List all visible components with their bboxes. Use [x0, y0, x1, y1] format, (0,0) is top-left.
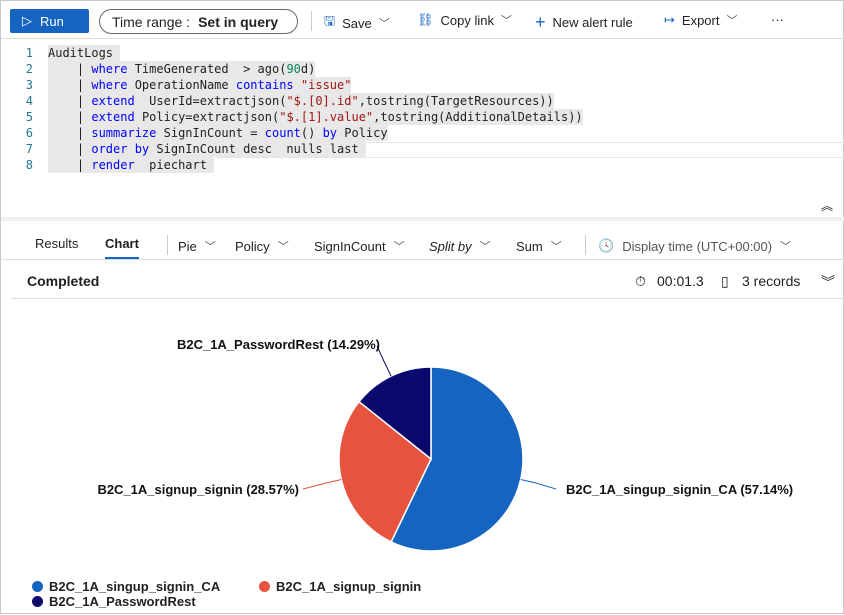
legend-swatch [259, 581, 270, 592]
clock-icon: 🕓 [598, 238, 615, 253]
code-line: AuditLogs [48, 45, 121, 61]
chevron-down-icon: ﹀ [550, 241, 562, 253]
leader-line [376, 345, 392, 377]
chevron-down-icon: ﹀ [277, 241, 289, 253]
chevron-down-icon: ﹀ [500, 15, 512, 27]
code-line: | summarize SignInCount = count() by Pol… [48, 125, 388, 141]
pie-chart-area: B2C_1A_singup_signin_CA (57.14%) B2C_1A_s… [1, 301, 844, 615]
code-line: | extend UserId=extractjson("$.[0].id",t… [48, 93, 554, 109]
data-label: B2C_1A_singup_signin_CA (57.14%) [566, 482, 793, 497]
current-line-highlight [216, 142, 844, 158]
display-time-dropdown[interactable]: 🕓 Display time (UTC+00:00) ﹀ [598, 238, 792, 254]
results-tabs: Results Chart Pie ﹀ Policy ﹀ SignInCount ﹀ … [1, 229, 844, 260]
chevron-down-icon: ﹀ [378, 18, 390, 30]
save-icon: 🖫 [324, 13, 336, 28]
line-number: 3 [25, 78, 33, 92]
pie-chart: B2C_1A_singup_signin_CA (57.14%) B2C_1A_s… [97, 337, 793, 552]
expand-icon[interactable]: ︾ [821, 274, 835, 290]
tab-chart[interactable]: Chart [105, 236, 139, 259]
link-icon: ⛓ [417, 12, 434, 27]
export-button[interactable]: ↦ Export ﹀ [664, 12, 738, 28]
stopwatch-icon: ⏱ [635, 273, 646, 289]
chevron-down-icon: ﹀ [780, 241, 792, 253]
status-text: Completed [27, 273, 100, 289]
code-line: | where TimeGenerated > ago(90d) [48, 61, 316, 77]
line-number: 8 [25, 158, 33, 172]
more-button[interactable]: ··· [771, 12, 784, 27]
legend-swatch [32, 596, 43, 607]
leader-line [302, 479, 342, 490]
legend-item[interactable]: B2C_1A_PasswordRest [32, 594, 196, 609]
chart-type-dropdown[interactable]: Pie ﹀ [178, 238, 216, 254]
line-number: 4 [25, 94, 33, 108]
divider [167, 235, 168, 255]
records-count: 3 records [742, 273, 801, 289]
y-column-dropdown[interactable]: SignInCount ﹀ [314, 238, 405, 254]
code-line: | render piechart [48, 157, 215, 173]
divider [585, 235, 586, 255]
data-label: B2C_1A_signup_signin (28.57%) [97, 482, 299, 497]
aggregation-dropdown[interactable]: Sum ﹀ [516, 238, 562, 254]
split-by-dropdown[interactable]: Split by ﹀ [429, 238, 491, 254]
time-range-button[interactable]: Time range : Set in query [99, 9, 298, 34]
status-bar: Completed ⏱ 00:01.3 ▯ 3 records ︾ [11, 261, 844, 299]
line-number: 7 [25, 142, 33, 156]
code-line: | where OperationName contains "issue" [48, 77, 352, 93]
legend-item[interactable]: B2C_1A_singup_signin_CA [32, 579, 220, 594]
collapse-editor-icon[interactable]: ︽ [820, 199, 833, 213]
divider [311, 11, 312, 31]
plus-icon: + [535, 12, 546, 32]
line-number: 2 [25, 62, 33, 76]
run-button[interactable]: ▷ Run [10, 9, 89, 33]
line-number: 1 [25, 46, 33, 60]
leader-line [520, 478, 557, 490]
pie-slice[interactable] [358, 366, 432, 461]
code-line: | extend Policy=extractjson("$.[1].value… [48, 109, 583, 125]
copy-link-button[interactable]: ⛓ Copy link ﹀ [417, 12, 512, 28]
legend-item[interactable]: B2C_1A_signup_signin [259, 579, 421, 594]
records-icon: ▯ [721, 273, 729, 289]
pane-splitter[interactable] [1, 217, 844, 221]
play-icon: ▷ [22, 13, 32, 28]
line-number: 5 [25, 110, 33, 124]
chevron-down-icon: ﹀ [204, 241, 216, 253]
line-number: 6 [25, 126, 33, 140]
save-button[interactable]: 🖫 Save ﹀ [324, 12, 390, 34]
tab-results[interactable]: Results [35, 236, 79, 251]
legend-swatch [32, 581, 43, 592]
toolbar: ▷ Run Time range : Set in query 🖫 Save ﹀ ⛓ Co… [1, 1, 844, 39]
code-line: | order by SignInCount desc nulls last [48, 141, 366, 157]
x-column-dropdown[interactable]: Policy ﹀ [235, 238, 289, 254]
data-label: B2C_1A_PasswordRest (14.29%) [177, 337, 380, 352]
new-alert-rule-button[interactable]: + New alert rule [535, 12, 633, 32]
chevron-down-icon: ﹀ [479, 241, 491, 253]
export-icon: ↦ [664, 12, 675, 27]
chevron-down-icon: ﹀ [393, 241, 405, 253]
query-editor[interactable]: 1 AuditLogs 2 | where TimeGenerated > ago… [1, 39, 844, 217]
duration: 00:01.3 [657, 273, 704, 289]
pie-slice[interactable] [338, 400, 432, 543]
chevron-down-icon: ﹀ [726, 15, 738, 27]
